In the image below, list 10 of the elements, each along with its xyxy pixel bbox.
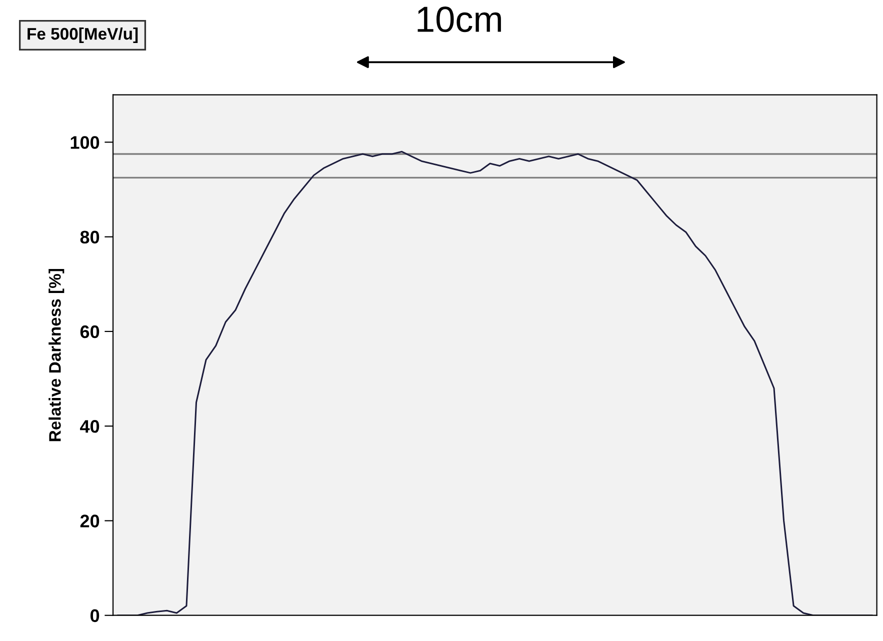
y-tick-label: 80 [80,230,100,244]
text: 10cm [418,6,501,32]
chart-title: Fe 500[MeV/u] [28,27,138,44]
y-tick-label: 20 [80,514,100,528]
y-tick-label: 60 [80,325,100,338]
line-series [117,150,873,616]
y-tick-label: 100 [70,136,100,149]
y-axis-title: Relative Darkness [%] [48,268,64,442]
y-tick-label: 0 [90,609,100,622]
y-tick-label: 40 [80,420,100,433]
